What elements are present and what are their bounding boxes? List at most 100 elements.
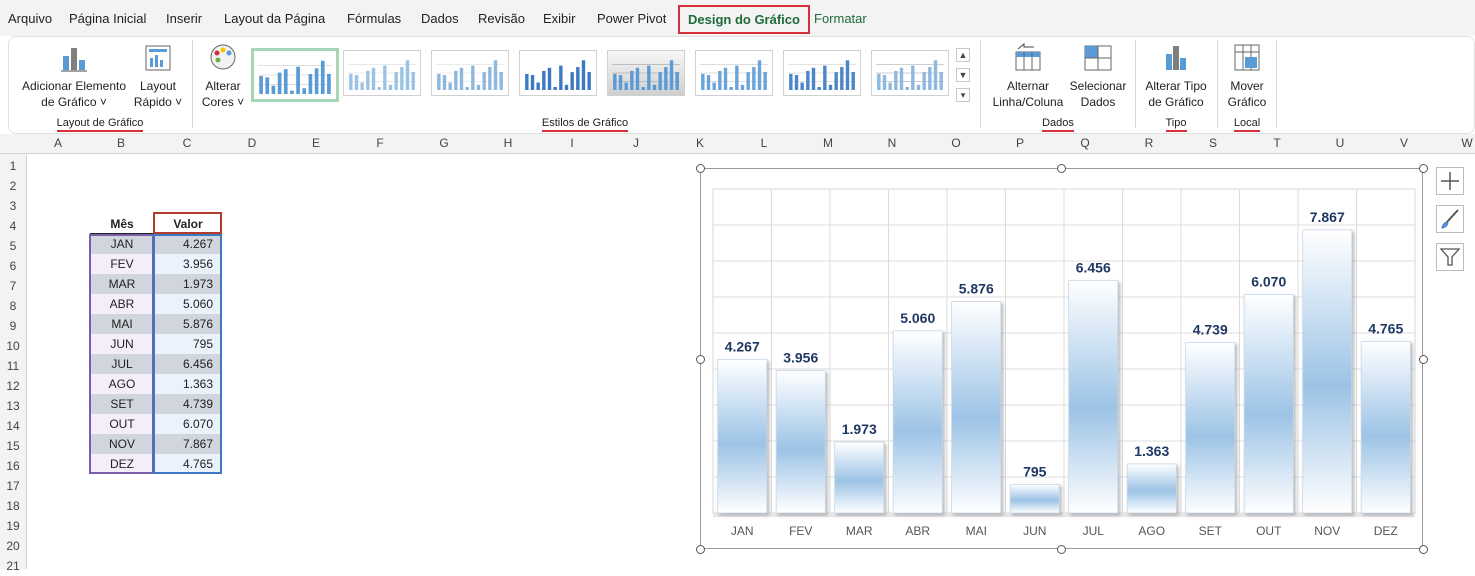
- column-header[interactable]: R: [1144, 136, 1154, 150]
- chart-resize-handle[interactable]: [696, 545, 705, 554]
- styles-scroll-up-button[interactable]: ▲: [956, 48, 970, 62]
- chart-resize-handle[interactable]: [696, 355, 705, 364]
- bar-abr[interactable]: [892, 330, 943, 514]
- tab-power-pivot[interactable]: Power Pivot: [597, 11, 667, 26]
- chart-resize-handle[interactable]: [696, 164, 705, 173]
- row-header[interactable]: 1: [9, 159, 17, 173]
- bar-fev[interactable]: [775, 370, 826, 514]
- row-header[interactable]: 21: [6, 559, 20, 573]
- row-header[interactable]: 20: [6, 539, 20, 553]
- data-label[interactable]: 6.456: [1076, 260, 1111, 276]
- row-header[interactable]: 12: [6, 379, 20, 393]
- chart-resize-handle[interactable]: [1419, 545, 1428, 554]
- row-header[interactable]: 17: [6, 479, 20, 493]
- chart-style-2[interactable]: [343, 50, 421, 96]
- chart-style-3[interactable]: [431, 50, 509, 96]
- chart-filters-button[interactable]: [1436, 243, 1464, 271]
- add-chart-element-button[interactable]: Adicionar Elemento de Gráfico ˅: [18, 42, 130, 110]
- table-cell-mes[interactable]: MAI: [90, 314, 154, 334]
- table-cell-valor[interactable]: 4.267: [155, 234, 221, 254]
- select-data-button[interactable]: Selecionar Dados: [1066, 42, 1130, 110]
- column-header[interactable]: V: [1399, 136, 1408, 150]
- chart-styles-button[interactable]: [1436, 205, 1464, 233]
- bar-ago[interactable]: [1126, 463, 1177, 514]
- row-header[interactable]: 7: [9, 279, 17, 293]
- tab-formatar[interactable]: Formatar: [814, 11, 867, 26]
- bar-jan[interactable]: [717, 358, 768, 514]
- data-label[interactable]: 5.876: [959, 280, 994, 296]
- table-cell-valor[interactable]: 4.739: [155, 394, 221, 414]
- column-header[interactable]: F: [376, 136, 384, 150]
- tab-dados[interactable]: Dados: [421, 11, 459, 26]
- table-cell-mes[interactable]: AGO: [90, 374, 154, 394]
- row-header[interactable]: 5: [9, 239, 17, 253]
- row-header[interactable]: 19: [6, 519, 20, 533]
- switch-row-column-button[interactable]: Alternar Linha/Coluna: [988, 42, 1068, 110]
- move-chart-button[interactable]: Mover Gráfico: [1220, 42, 1274, 110]
- chart-resize-handle[interactable]: [1419, 164, 1428, 173]
- column-header[interactable]: S: [1208, 136, 1217, 150]
- row-header[interactable]: 18: [6, 499, 20, 513]
- styles-more-button[interactable]: ▾: [956, 88, 970, 102]
- data-label[interactable]: 5.060: [900, 310, 935, 326]
- data-label[interactable]: 795: [1023, 463, 1047, 479]
- tab-exibir[interactable]: Exibir: [543, 11, 576, 26]
- column-header[interactable]: K: [695, 136, 704, 150]
- column-header[interactable]: D: [247, 136, 257, 150]
- column-header[interactable]: Q: [1080, 136, 1090, 150]
- column-header[interactable]: J: [633, 136, 639, 150]
- column-header[interactable]: G: [439, 136, 449, 150]
- chart-style-5[interactable]: [607, 50, 685, 96]
- row-header[interactable]: 9: [9, 319, 17, 333]
- tab-pagina-inicial[interactable]: Página Inicial: [69, 11, 147, 26]
- data-label[interactable]: 3.956: [783, 350, 818, 366]
- table-cell-valor[interactable]: 4.765: [155, 454, 221, 474]
- column-header[interactable]: W: [1461, 136, 1473, 150]
- quick-layout-button[interactable]: Layout Rápido ˅: [130, 42, 186, 110]
- tab-formulas[interactable]: Fórmulas: [347, 11, 402, 26]
- change-chart-type-button[interactable]: Alterar Tipo de Gráfico: [1140, 42, 1212, 110]
- bar-set[interactable]: [1185, 341, 1236, 514]
- row-header[interactable]: 11: [6, 359, 20, 373]
- chart-area[interactable]: 4.267 JAN 3.956 FEV 1.973 MAR 5.060 ABR 5.876 MAI…: [700, 168, 1423, 549]
- chart-elements-button[interactable]: [1436, 167, 1464, 195]
- table-cell-mes[interactable]: JUN: [90, 334, 154, 354]
- data-label[interactable]: 4.267: [725, 338, 760, 354]
- table-cell-valor[interactable]: 795: [155, 334, 221, 354]
- row-header[interactable]: 16: [6, 459, 20, 473]
- table-cell-valor[interactable]: 1.973: [155, 274, 221, 294]
- column-header[interactable]: M: [823, 136, 833, 150]
- column-header[interactable]: P: [1015, 136, 1024, 150]
- table-cell-valor[interactable]: 6.070: [155, 414, 221, 434]
- data-label[interactable]: 1.363: [1134, 443, 1169, 459]
- column-header[interactable]: O: [951, 136, 961, 150]
- table-cell-valor[interactable]: 7.867: [155, 434, 221, 454]
- bar-out[interactable]: [1243, 294, 1294, 514]
- table-cell-mes[interactable]: MAR: [90, 274, 154, 294]
- chart-resize-handle[interactable]: [1419, 355, 1428, 364]
- column-header[interactable]: I: [570, 136, 574, 150]
- column-header[interactable]: L: [760, 136, 768, 150]
- table-cell-mes[interactable]: JAN: [90, 234, 154, 254]
- tab-design-do-grafico[interactable]: Design do Gráfico: [678, 5, 810, 34]
- bar-mar[interactable]: [834, 441, 885, 514]
- bar-jul[interactable]: [1068, 280, 1119, 514]
- change-colors-button[interactable]: Alterar Cores ˅: [196, 42, 250, 110]
- column-header[interactable]: E: [311, 136, 320, 150]
- tab-layout-da-pagina[interactable]: Layout da Página: [224, 11, 326, 26]
- table-cell-valor[interactable]: 6.456: [155, 354, 221, 374]
- column-header[interactable]: C: [182, 136, 192, 150]
- styles-scroll-down-button[interactable]: ▼: [956, 68, 970, 82]
- row-header[interactable]: 6: [9, 259, 17, 273]
- data-label[interactable]: 1.973: [842, 421, 877, 437]
- data-label[interactable]: 6.070: [1251, 273, 1286, 289]
- chart-style-4[interactable]: [519, 50, 597, 96]
- table-cell-mes[interactable]: FEV: [90, 254, 154, 274]
- chart-resize-handle[interactable]: [1057, 164, 1066, 173]
- table-cell-mes[interactable]: DEZ: [90, 454, 154, 474]
- row-header[interactable]: 3: [9, 199, 17, 213]
- chart-style-8[interactable]: [871, 50, 949, 96]
- column-header[interactable]: U: [1335, 136, 1345, 150]
- data-label[interactable]: 4.739: [1193, 321, 1228, 337]
- chart-style-1[interactable]: [251, 48, 339, 102]
